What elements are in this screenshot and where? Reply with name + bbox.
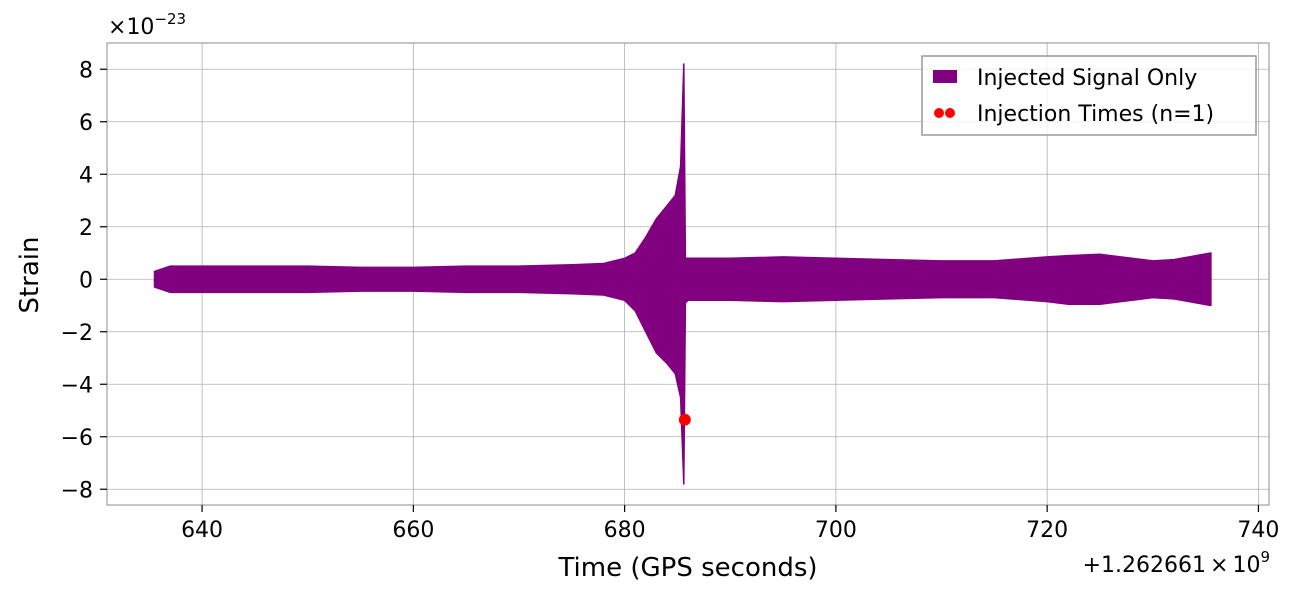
legend-label-injected-signal: Injected Signal Only (977, 66, 1197, 91)
signal-envelope (153, 63, 1212, 485)
y-tick-label: 2 (79, 216, 93, 241)
x-tick-label: 720 (1026, 518, 1068, 543)
y-axis-label: Strain (15, 236, 45, 313)
x-tick-label: 660 (392, 518, 434, 543)
x-tick-label: 740 (1237, 518, 1279, 543)
y-tick-label: 0 (79, 268, 93, 293)
plot-frame (106, 42, 1270, 506)
legend-label-injection-times: Injection Times (n=1) (977, 102, 1214, 127)
legend-marker-injection-time-2 (945, 108, 955, 118)
x-tick-label: 640 (181, 518, 223, 543)
y-tick-label: 4 (79, 163, 93, 188)
injected-signal-band (153, 63, 1212, 485)
x-tick-label: 700 (815, 518, 857, 543)
y-tick-label: −8 (61, 478, 93, 503)
x-axis-label: Time (GPS seconds) (557, 553, 817, 583)
injection-points (678, 413, 691, 426)
y-axis: 8 6 4 2 0 −2 −4 −6 −8 (61, 58, 107, 503)
legend-swatch-injected-signal (933, 70, 957, 83)
legend: Injected Signal Only Injection Times (n=… (921, 55, 1257, 136)
y-tick-label: 8 (79, 58, 93, 83)
legend-marker-injection-time-1 (934, 108, 944, 118)
legend-box (921, 55, 1257, 136)
y-tick-label: −2 (61, 321, 93, 346)
injection-point (678, 413, 691, 426)
y-tick-label: −6 (61, 426, 93, 451)
y-tick-label: −4 (61, 373, 93, 398)
y-scale-label: ×10−23 (108, 10, 186, 40)
x-tick-label: 680 (604, 518, 646, 543)
x-axis: 640 660 680 700 720 740 (181, 505, 1279, 543)
x-offset-label: +1.262661 × 109 (1083, 548, 1270, 578)
y-tick-label: 6 (79, 111, 93, 136)
